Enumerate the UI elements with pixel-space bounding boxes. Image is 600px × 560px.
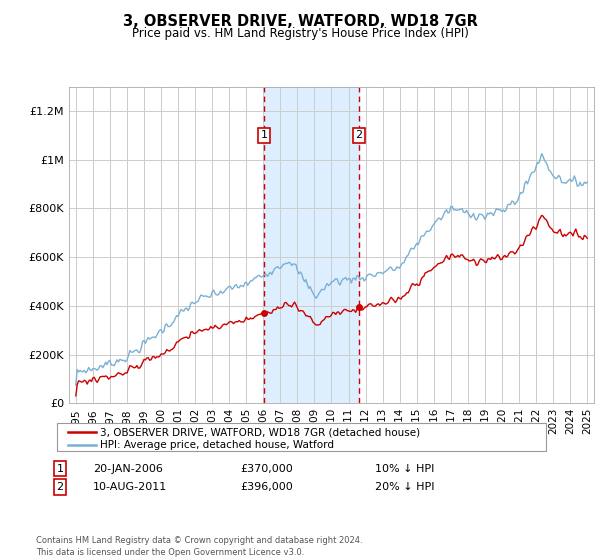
Text: 3, OBSERVER DRIVE, WATFORD, WD18 7GR (detached house): 3, OBSERVER DRIVE, WATFORD, WD18 7GR (de… [100,427,421,437]
Text: Contains HM Land Registry data © Crown copyright and database right 2024.
This d: Contains HM Land Registry data © Crown c… [36,536,362,557]
Bar [264,87,359,403]
Text: Price paid vs. HM Land Registry's House Price Index (HPI): Price paid vs. HM Land Registry's House … [131,27,469,40]
Text: 1: 1 [56,464,64,474]
Text: 10% ↓ HPI: 10% ↓ HPI [375,464,434,474]
Text: 3, OBSERVER DRIVE, WATFORD, WD18 7GR: 3, OBSERVER DRIVE, WATFORD, WD18 7GR [122,14,478,29]
Text: HPI: Average price, detached house, Watford: HPI: Average price, detached house, Watf… [100,440,334,450]
Text: 2: 2 [56,482,64,492]
Text: £396,000: £396,000 [240,482,293,492]
Text: 2: 2 [356,130,362,141]
Text: 20% ↓ HPI: 20% ↓ HPI [375,482,434,492]
Text: 20-JAN-2006: 20-JAN-2006 [93,464,163,474]
Text: 1: 1 [260,130,268,141]
Text: 10-AUG-2011: 10-AUG-2011 [93,482,167,492]
Text: £370,000: £370,000 [240,464,293,474]
